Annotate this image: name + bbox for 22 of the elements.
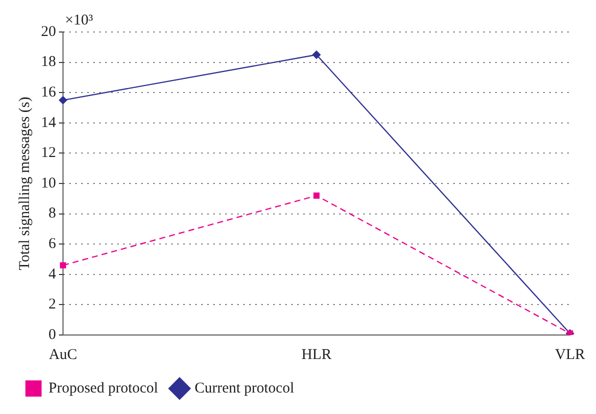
point bbox=[60, 262, 66, 268]
y-tick-label: 0 bbox=[48, 326, 56, 343]
x-tick-label: AuC bbox=[48, 346, 78, 363]
point bbox=[313, 192, 320, 199]
legend-label: Proposed protocol bbox=[48, 380, 158, 396]
x-tick-label: VLR bbox=[555, 346, 585, 363]
y-tick-label: 16 bbox=[41, 84, 56, 101]
x-tick-label: HLR bbox=[302, 346, 332, 363]
y-axis-title: Total signalling messages (s) bbox=[16, 96, 33, 270]
y-tick-label: 20 bbox=[41, 24, 56, 40]
y-tick-label: 12 bbox=[41, 145, 56, 162]
y-tick-label: 8 bbox=[48, 206, 56, 222]
y-tick-label: 10 bbox=[41, 175, 56, 192]
y-tick-label: 18 bbox=[41, 54, 56, 70]
point bbox=[58, 96, 68, 104]
y-tick-label: 6 bbox=[48, 236, 56, 252]
y-tick-label: 4 bbox=[48, 266, 56, 282]
y-tick-label: 14 bbox=[41, 114, 56, 131]
legend-label: Current protocol bbox=[194, 380, 294, 396]
point bbox=[312, 50, 321, 59]
text: ×10³ bbox=[65, 12, 94, 28]
y-tick-label: 2 bbox=[48, 296, 56, 313]
